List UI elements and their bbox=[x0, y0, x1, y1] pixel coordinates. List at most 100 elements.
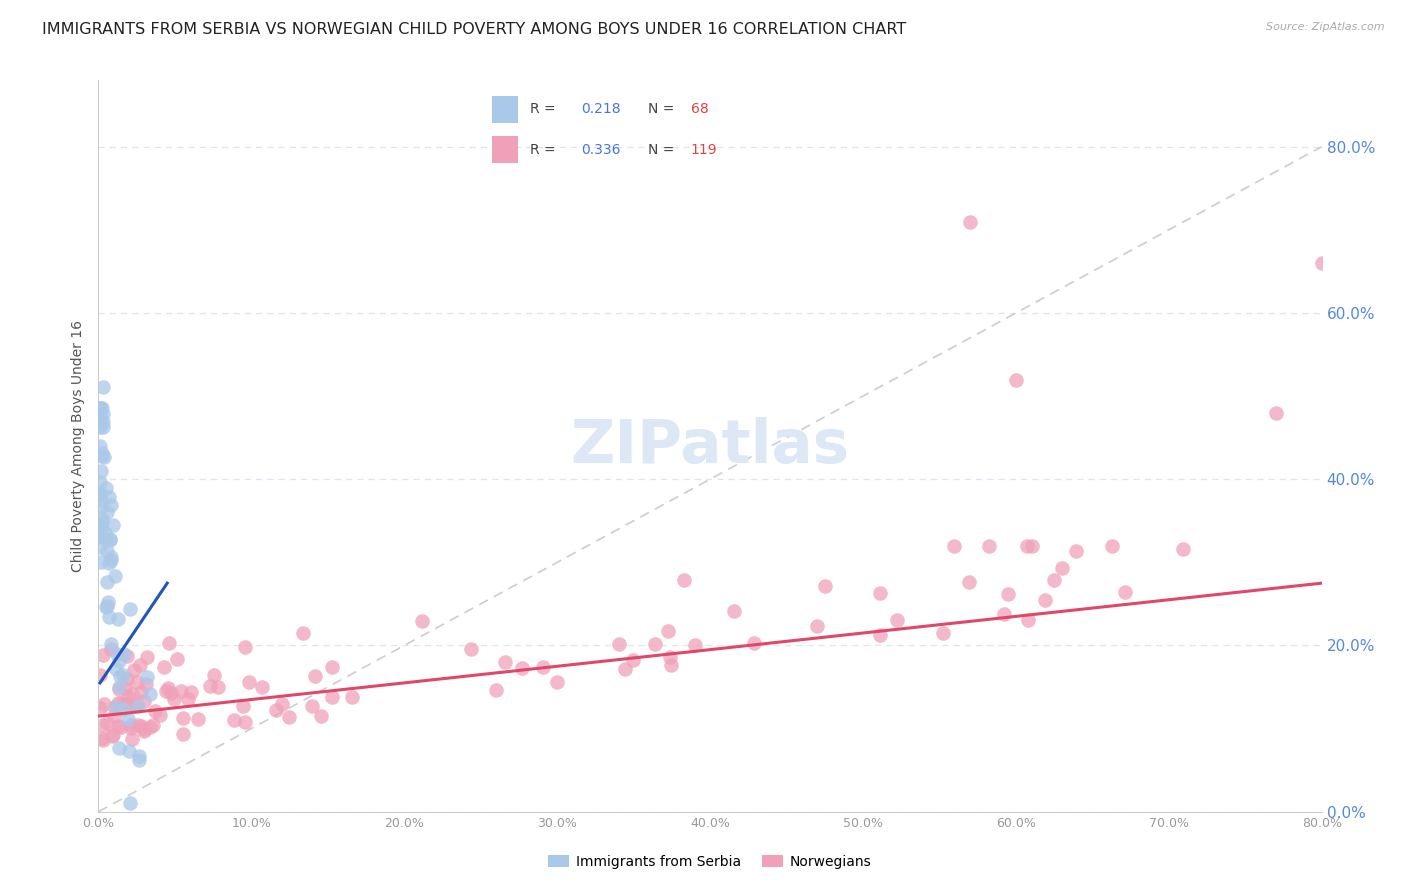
Point bbox=[238, 675, 260, 690]
Point bbox=[132, 723, 155, 738]
Point bbox=[100, 550, 122, 565]
Point bbox=[112, 647, 135, 661]
Point bbox=[546, 675, 568, 690]
Point bbox=[96, 574, 118, 589]
Point bbox=[207, 680, 229, 694]
Point bbox=[1017, 539, 1039, 553]
Point bbox=[91, 718, 114, 732]
Point bbox=[117, 713, 139, 727]
Point bbox=[108, 669, 131, 683]
Point bbox=[98, 533, 121, 547]
Point bbox=[89, 409, 111, 424]
Point bbox=[997, 587, 1019, 601]
Point bbox=[198, 679, 221, 693]
Point bbox=[115, 697, 138, 711]
Point bbox=[132, 694, 155, 708]
Point bbox=[114, 681, 136, 696]
Point bbox=[89, 701, 111, 715]
Point bbox=[89, 668, 111, 682]
Point bbox=[91, 516, 114, 530]
Point bbox=[129, 719, 152, 733]
Point bbox=[607, 637, 630, 651]
Y-axis label: Child Poverty Among Boys Under 16: Child Poverty Among Boys Under 16 bbox=[72, 320, 86, 572]
Point bbox=[93, 533, 115, 547]
Point bbox=[869, 586, 891, 600]
Point bbox=[91, 420, 114, 434]
Point bbox=[108, 740, 131, 755]
Point bbox=[98, 556, 121, 570]
Point bbox=[1114, 585, 1136, 599]
Point bbox=[101, 729, 124, 743]
Point bbox=[180, 684, 202, 698]
Point bbox=[89, 555, 111, 569]
Point bbox=[89, 527, 111, 541]
Point bbox=[139, 687, 162, 701]
Point bbox=[96, 506, 118, 520]
Point bbox=[411, 614, 433, 628]
Point bbox=[139, 720, 162, 734]
Point bbox=[100, 637, 122, 651]
Point bbox=[485, 683, 508, 698]
Point bbox=[156, 681, 179, 696]
Point bbox=[264, 703, 287, 717]
Point bbox=[90, 493, 112, 508]
Point bbox=[1033, 593, 1056, 607]
Point bbox=[301, 699, 323, 714]
Point bbox=[292, 625, 315, 640]
Text: Source: ZipAtlas.com: Source: ZipAtlas.com bbox=[1267, 22, 1385, 32]
Point bbox=[105, 699, 128, 714]
Point bbox=[136, 650, 159, 665]
Point bbox=[91, 449, 114, 463]
Point bbox=[659, 658, 682, 673]
Point bbox=[120, 722, 142, 736]
Point bbox=[1064, 544, 1087, 558]
Point bbox=[91, 732, 114, 747]
Point bbox=[202, 667, 225, 681]
Point bbox=[232, 698, 254, 713]
Point bbox=[1050, 561, 1073, 575]
Point bbox=[104, 699, 127, 714]
Point bbox=[107, 719, 129, 733]
Point bbox=[90, 500, 112, 515]
Point bbox=[304, 669, 326, 683]
Point bbox=[142, 717, 165, 731]
Point bbox=[959, 214, 981, 228]
Point bbox=[170, 683, 193, 698]
Point bbox=[97, 595, 120, 609]
Point bbox=[93, 697, 115, 711]
Point bbox=[1021, 539, 1043, 553]
Point bbox=[621, 653, 644, 667]
Point bbox=[112, 667, 135, 681]
Point bbox=[108, 681, 131, 696]
Point bbox=[993, 607, 1015, 621]
Point bbox=[89, 401, 111, 415]
Point bbox=[321, 660, 343, 674]
Point bbox=[673, 573, 696, 587]
Point bbox=[90, 417, 112, 431]
Point bbox=[118, 744, 141, 758]
Point bbox=[94, 525, 117, 540]
Point bbox=[112, 701, 135, 715]
Point bbox=[96, 543, 118, 558]
Point bbox=[97, 491, 120, 505]
Point bbox=[108, 680, 131, 694]
Point bbox=[149, 707, 172, 722]
Point bbox=[89, 518, 111, 533]
Point bbox=[931, 625, 953, 640]
Point bbox=[143, 704, 166, 718]
Point bbox=[187, 712, 209, 726]
Point bbox=[321, 690, 343, 704]
Point bbox=[108, 654, 131, 668]
Text: ZIPatlas: ZIPatlas bbox=[571, 417, 849, 475]
Point bbox=[117, 690, 139, 704]
Point bbox=[94, 481, 117, 495]
Point bbox=[101, 517, 124, 532]
Point bbox=[977, 539, 1000, 553]
Point bbox=[1171, 541, 1194, 556]
Point bbox=[250, 680, 273, 694]
Point bbox=[89, 419, 111, 434]
Point bbox=[128, 752, 150, 766]
Point bbox=[132, 722, 155, 736]
Point bbox=[1004, 372, 1026, 386]
Point bbox=[89, 401, 111, 416]
